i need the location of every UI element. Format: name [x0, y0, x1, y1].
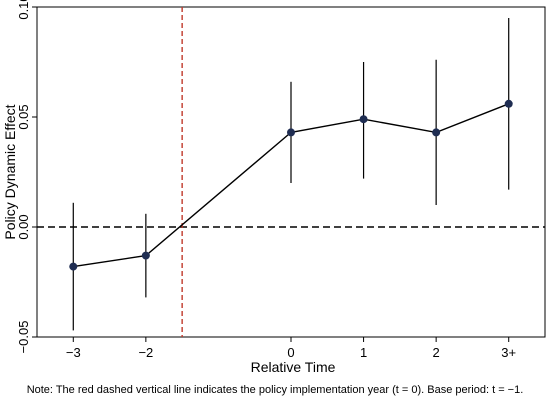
y-tick-label: −0.05 — [16, 321, 31, 354]
plot-area: −0.05 0.00 0.05 0.10 −3 −2 0 1 2 3+ — [16, 0, 546, 360]
x-tick-label: −3 — [66, 345, 81, 360]
y-tick-label: 0.10 — [16, 0, 31, 20]
chart-note: Note: The red dashed vertical line indic… — [27, 384, 524, 396]
data-point — [359, 115, 368, 124]
data-point — [287, 128, 295, 137]
x-tick-label: −2 — [138, 345, 153, 360]
data-point — [504, 99, 513, 108]
data-point — [432, 128, 441, 137]
series-line — [73, 103, 509, 268]
data-point — [141, 251, 150, 260]
y-tick-label: 0.05 — [16, 104, 31, 129]
data-point — [69, 262, 78, 271]
x-tick-label: 1 — [360, 345, 367, 360]
x-tick-label: 0 — [287, 345, 294, 360]
y-axis-title: Policy Dynamic Effect — [2, 104, 18, 239]
x-tick-label: 2 — [433, 345, 440, 360]
y-tick-label: 0.00 — [16, 214, 31, 239]
x-tick-label: 3+ — [501, 345, 516, 360]
x-axis-title: Relative Time — [251, 359, 336, 375]
